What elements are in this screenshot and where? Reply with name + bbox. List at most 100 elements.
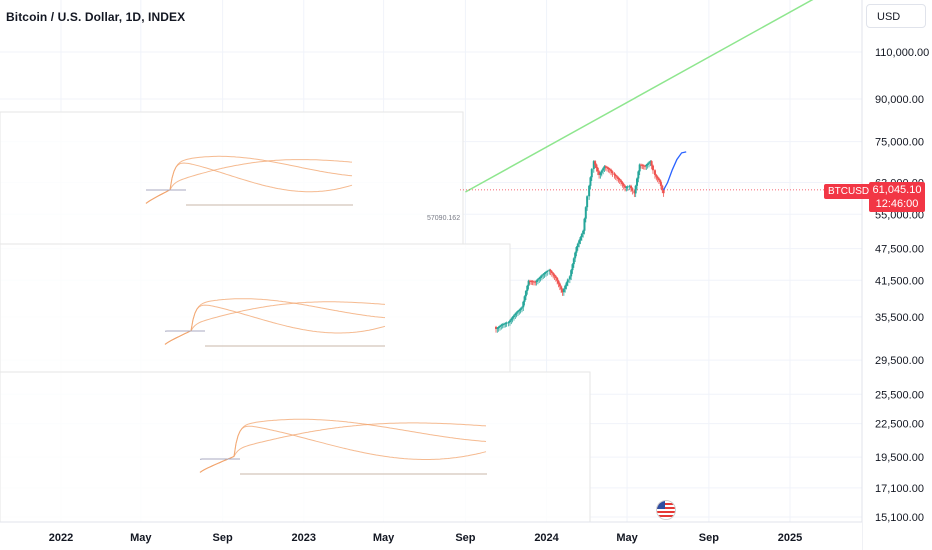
candle: [602, 167, 605, 175]
candle: [546, 269, 549, 276]
last-price-value: 61,045.10: [872, 184, 922, 196]
candle: [518, 308, 521, 315]
candle-body: [594, 161, 597, 165]
candle-body: [549, 269, 552, 272]
candle: [584, 206, 587, 223]
candle-body: [562, 288, 565, 293]
price-tick-label: 25,500.00: [875, 389, 924, 401]
candle-body: [527, 280, 530, 286]
currency-button[interactable]: USD: [866, 4, 926, 28]
candle-body: [620, 180, 623, 183]
candle-body: [546, 270, 549, 273]
candle: [656, 175, 659, 183]
candle-body: [643, 165, 646, 167]
candle: [536, 278, 539, 285]
candle: [527, 279, 530, 290]
candle: [538, 276, 541, 283]
candle-body: [496, 328, 499, 330]
candle-body: [556, 277, 559, 281]
candle: [621, 181, 624, 188]
candle: [616, 175, 619, 182]
candle: [618, 177, 621, 184]
candle: [561, 288, 564, 296]
candle-body: [561, 289, 564, 293]
candle-body: [633, 190, 636, 194]
candle: [512, 314, 515, 321]
candle: [582, 229, 585, 238]
candle-body: [610, 169, 613, 172]
candle-body: [642, 165, 645, 167]
overlay-level-label: 57090.162: [427, 215, 460, 222]
candle-body: [657, 178, 660, 181]
candle-body: [512, 315, 515, 317]
projection-path: [663, 151, 687, 191]
candle-body: [575, 247, 578, 253]
candle: [515, 311, 518, 318]
candle: [645, 163, 648, 170]
price-tick-label: 47,500.00: [875, 244, 924, 256]
candle: [624, 184, 627, 192]
candle-body: [656, 176, 659, 179]
candle: [617, 176, 620, 183]
candle: [576, 242, 579, 251]
candle-body: [578, 240, 581, 244]
candle-body: [646, 163, 649, 165]
candle-body: [636, 178, 639, 186]
candle-body: [548, 269, 551, 271]
candle-body: [655, 174, 658, 177]
candle-body: [602, 168, 605, 171]
candle: [544, 270, 547, 277]
candle-body: [534, 281, 537, 283]
candle: [578, 239, 581, 248]
candle-body: [571, 264, 574, 271]
candle: [634, 184, 637, 198]
candle: [543, 272, 546, 278]
candle: [535, 279, 538, 286]
candle-body: [625, 187, 628, 189]
candle: [498, 324, 501, 331]
candle: [570, 269, 573, 281]
time-axis[interactable]: 2022 May Sep 2023 May Sep 2024 May Sep 2025: [49, 532, 802, 544]
us-flag-icon[interactable]: [656, 500, 676, 520]
candle-body: [550, 271, 553, 274]
candle: [520, 306, 523, 313]
candle: [646, 162, 649, 169]
overlay-series-line: [145, 155, 353, 204]
candle: [558, 282, 561, 291]
candle-body: [600, 170, 603, 173]
candle: [651, 164, 654, 174]
candle-body: [579, 237, 582, 241]
candle-body: [641, 164, 644, 166]
candle: [580, 232, 583, 241]
candle: [608, 167, 611, 174]
candle-body: [558, 283, 561, 287]
price-tick-label: 110,000.00: [875, 47, 929, 59]
trend-line[interactable]: [465, 0, 820, 193]
candle: [528, 279, 531, 285]
candle: [502, 322, 505, 328]
overlay-series-line: [145, 159, 353, 204]
candle-body: [502, 323, 505, 325]
time-tick-label: 2023: [292, 532, 316, 544]
candle-body: [530, 280, 533, 282]
candle-body: [603, 166, 606, 169]
candle: [628, 184, 631, 191]
candle: [653, 169, 656, 179]
candle: [613, 172, 616, 179]
candle-body: [511, 316, 514, 319]
fractal-overlay-panel: [0, 243, 511, 373]
candle-body: [501, 324, 504, 326]
trend-line-segment[interactable]: [465, 0, 820, 193]
candle-body: [626, 186, 629, 188]
time-tick-label: May: [616, 532, 638, 544]
time-tick-label: 2024: [534, 532, 559, 544]
candle: [575, 246, 578, 257]
candle-body: [560, 286, 563, 290]
candle-body: [568, 276, 571, 280]
candle-body: [607, 167, 610, 169]
candle: [562, 287, 565, 296]
time-tick-label: 2022: [49, 532, 73, 544]
candle: [586, 195, 589, 211]
price-tick-label: 15,100.00: [875, 512, 924, 524]
